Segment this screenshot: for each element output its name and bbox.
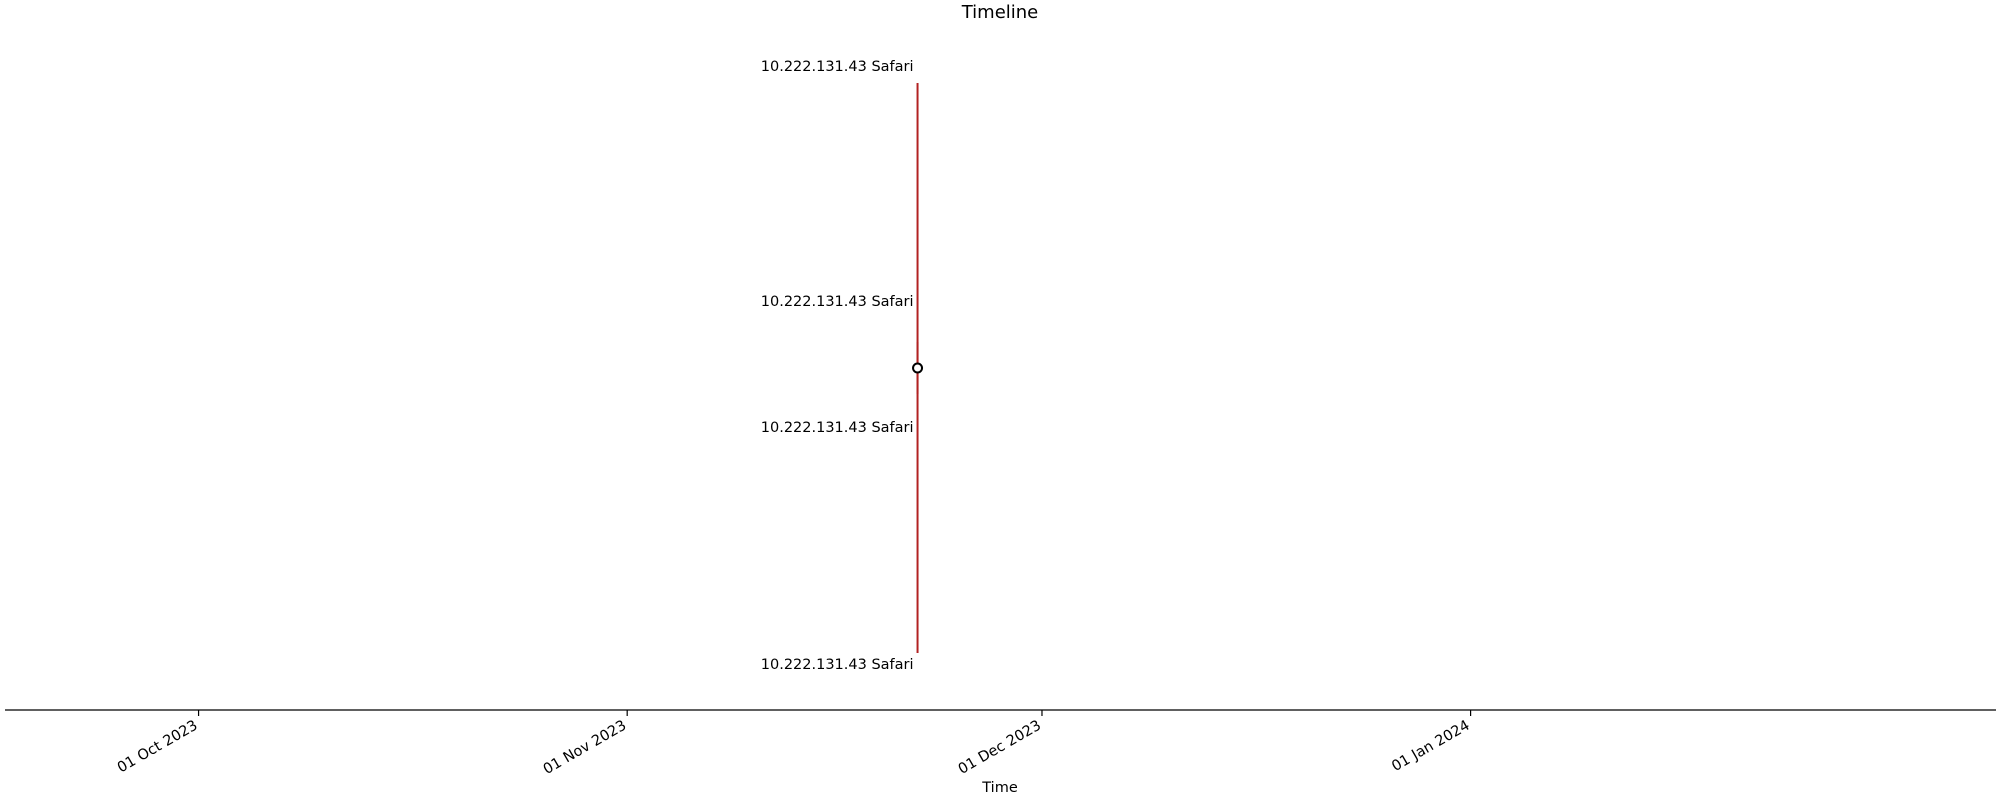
x-tick-label: 01 Nov 2023 [541,718,629,778]
x-axis-label: Time [981,780,1018,796]
marker-layer [912,362,924,374]
event-marker [912,362,924,374]
event-label: 10.222.131.43 Safari [761,420,914,436]
event-label: 10.222.131.43 Safari [761,294,914,310]
x-tick-label: 01 Dec 2023 [956,718,1044,778]
x-axis-ticks: 01 Oct 2023 01 Nov 2023 01 Dec 2023 01 Jan … [115,710,1473,778]
event-label: 10.222.131.43 Safari [761,657,914,673]
x-tick-label: 01 Jan 2024 [1389,718,1472,775]
chart-title: Timeline [961,2,1039,23]
event-labels: 10.222.131.43 Safari 10.222.131.43 Safari… [761,59,914,673]
event-label: 10.222.131.43 Safari [761,59,914,75]
x-tick-label: 01 Oct 2023 [115,718,201,777]
